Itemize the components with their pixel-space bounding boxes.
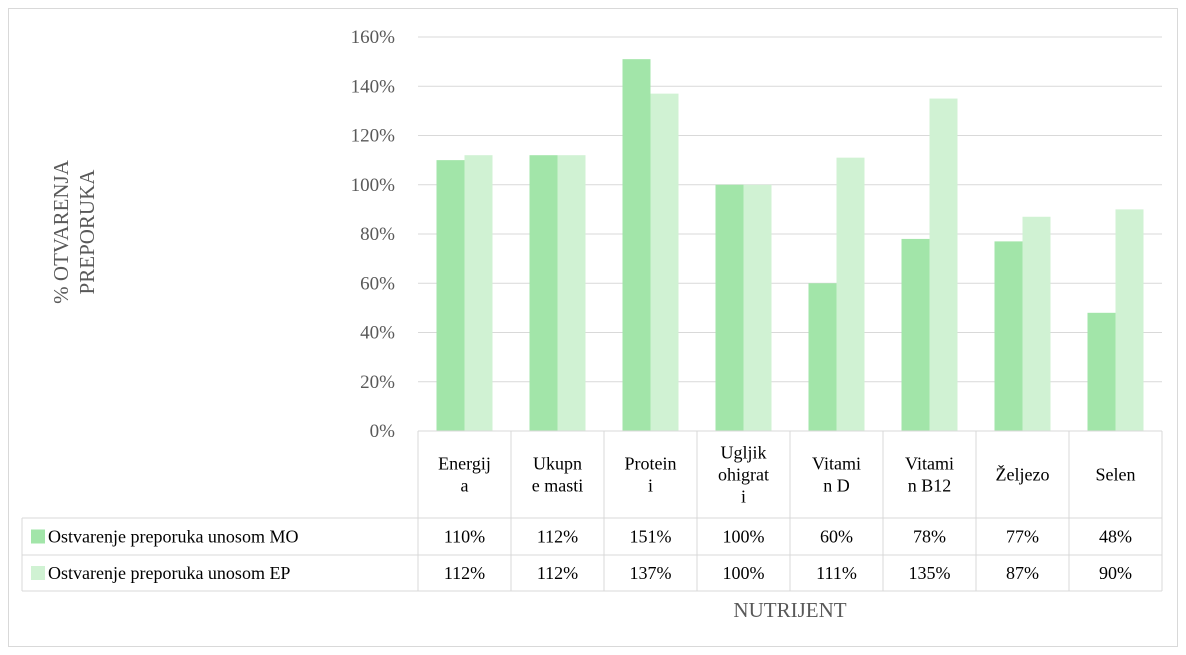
- data-label: 151%: [630, 527, 672, 547]
- category-label: i: [648, 476, 653, 496]
- y-tick-label: 140%: [351, 76, 396, 97]
- y-tick-label: 80%: [360, 224, 395, 245]
- bar-ep: [464, 155, 493, 431]
- bar-ep: [557, 155, 586, 431]
- data-label: 111%: [816, 563, 857, 583]
- category-label: ohigrat: [718, 465, 769, 485]
- data-label: 137%: [630, 563, 672, 583]
- category-label: i: [741, 487, 746, 507]
- category-label: Ukupn: [533, 454, 582, 474]
- data-label: 77%: [1006, 527, 1039, 547]
- bar-mo: [901, 238, 930, 431]
- x-axis-label: NUTRIJENT: [733, 598, 846, 622]
- y-tick-label: 0%: [370, 421, 396, 442]
- data-label: 100%: [723, 563, 765, 583]
- series-name: Ostvarenje preporuka unosom MO: [48, 527, 298, 547]
- category-label: Energij: [438, 454, 491, 474]
- bar-mo: [436, 160, 465, 431]
- data-label: 78%: [913, 527, 946, 547]
- category-label: Vitami: [812, 454, 861, 474]
- y-tick-label: 60%: [360, 273, 395, 294]
- data-label: 112%: [537, 527, 578, 547]
- data-label: 87%: [1006, 563, 1039, 583]
- y-tick-label: 20%: [360, 372, 395, 393]
- y-tick-labels: 0% 20% 40% 60% 80% 100% 120% 140% 160%: [351, 27, 396, 442]
- y-tick-label: 160%: [351, 27, 396, 48]
- bar-ep: [1022, 216, 1051, 431]
- bar-ep: [1115, 209, 1144, 431]
- bars: [436, 59, 1144, 431]
- category-label: e masti: [532, 476, 584, 496]
- y-tick-label: 120%: [351, 126, 396, 147]
- bar-ep: [836, 157, 865, 431]
- bar-mo: [622, 59, 651, 431]
- category-label: Selen: [1096, 465, 1136, 485]
- bar-ep: [650, 93, 679, 431]
- y-axis-label: % OTVARENJAPREPORUKA: [49, 159, 99, 304]
- bar-mo: [808, 283, 837, 431]
- bar-ep: [929, 98, 958, 431]
- category-label: Ugljik: [720, 443, 766, 463]
- data-label: 110%: [444, 527, 485, 547]
- data-label: 48%: [1099, 527, 1132, 547]
- data-label: 60%: [820, 527, 853, 547]
- chart-frame: [8, 8, 1178, 647]
- bar-mo: [994, 241, 1023, 431]
- data-label: 135%: [909, 563, 951, 583]
- y-axis-label-line: PREPORUKA: [75, 169, 99, 295]
- bar-ep: [743, 184, 772, 431]
- y-tick-label: 40%: [360, 323, 395, 344]
- category-label: n B12: [908, 476, 952, 496]
- category-label: Protein: [625, 454, 677, 474]
- bar-mo: [715, 184, 744, 431]
- data-label: 112%: [537, 563, 578, 583]
- bar-mo: [529, 155, 558, 431]
- y-tick-label: 100%: [351, 175, 396, 196]
- category-label: Vitami: [905, 454, 954, 474]
- data-label: 112%: [444, 563, 485, 583]
- data-label: 100%: [723, 527, 765, 547]
- legend-key: [31, 566, 45, 580]
- bar-mo: [1087, 312, 1116, 431]
- category-label: n D: [823, 476, 850, 496]
- category-label: Željezo: [996, 464, 1050, 485]
- y-axis-label-line: % OTVARENJA: [49, 159, 73, 304]
- legend-key: [31, 529, 45, 544]
- series-name: Ostvarenje preporuka unosom EP: [48, 563, 290, 583]
- data-label: 90%: [1099, 563, 1132, 583]
- category-label: a: [461, 476, 469, 496]
